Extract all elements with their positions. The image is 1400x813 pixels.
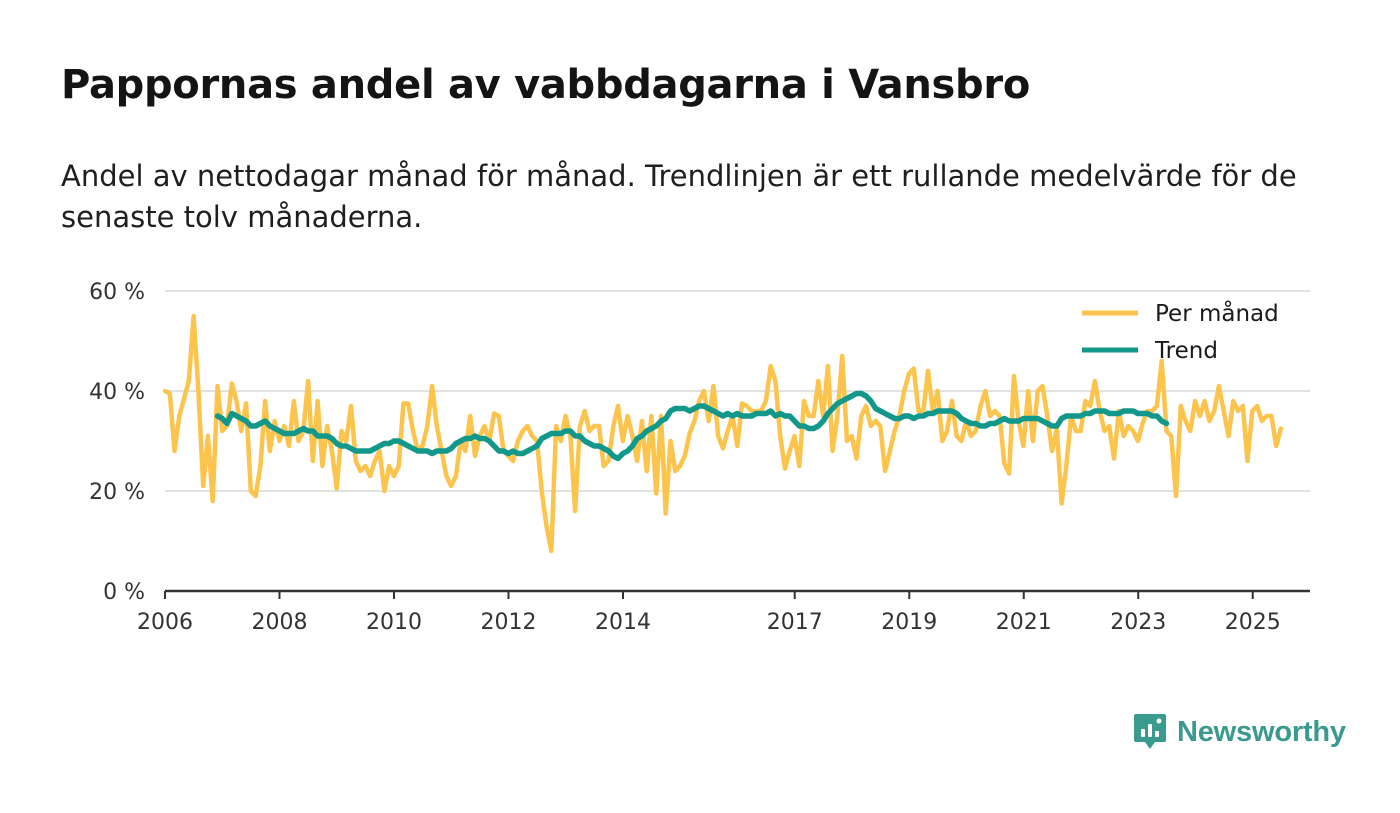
- x-tick-label: 2008: [252, 610, 308, 635]
- y-tick-label: 0 %: [103, 580, 145, 605]
- x-tick-label: 2010: [366, 610, 422, 635]
- series-line-trend: [214, 390, 1170, 462]
- x-tick-label: 2023: [1110, 610, 1166, 635]
- legend-label-per-manad: Per månad: [1155, 299, 1279, 327]
- legend-label-trend: Trend: [1154, 338, 1218, 364]
- y-axis-ticks: 0 % 20 % 40 % 60 %: [89, 280, 145, 605]
- y-tick-label: 40 %: [89, 380, 145, 405]
- x-tick-label: 2025: [1225, 610, 1281, 635]
- x-tick-label: 2006: [137, 610, 193, 635]
- x-tick-label: 2019: [881, 610, 937, 635]
- series-line-per-manad: [162, 313, 1284, 554]
- y-tick-label: 60 %: [89, 280, 145, 305]
- gridlines: [165, 290, 1310, 492]
- x-tick-label: 2021: [996, 610, 1052, 635]
- chart-title: Pappornas andel av vabbdagarna i Vansbro: [61, 62, 1030, 108]
- legend: Per månad Trend: [1082, 299, 1279, 364]
- x-tick-label: 2012: [481, 610, 537, 635]
- x-axis-ticks: 2006 2008 2010 2012 2014 2017 2019 2021 2023 2025: [137, 591, 1281, 635]
- data-series: [162, 313, 1284, 554]
- newsworthy-logo-icon: [1134, 714, 1166, 749]
- chart-subtitle: Andel av nettodagar månad för månad. Tre…: [61, 159, 1297, 234]
- x-tick-label: 2014: [595, 610, 651, 635]
- brand-logo: Newsworthy: [1133, 712, 1346, 752]
- brand-name: Newsworthy: [1177, 715, 1346, 748]
- x-tick-label: 2017: [767, 610, 823, 635]
- y-tick-label: 20 %: [89, 480, 145, 505]
